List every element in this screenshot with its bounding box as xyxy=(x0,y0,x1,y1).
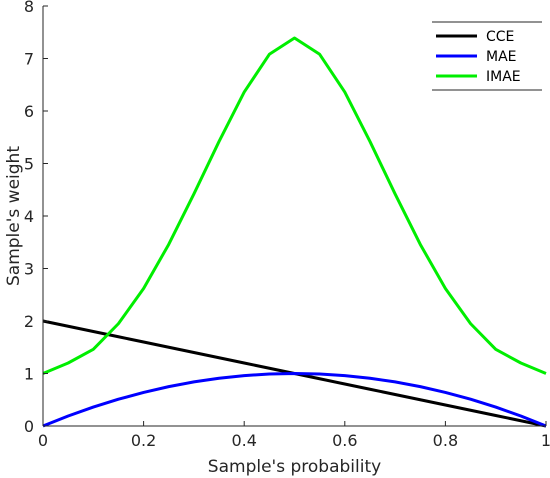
y-tick-label: 4 xyxy=(24,207,34,226)
legend-label-imae: IMAE xyxy=(486,69,521,85)
y-tick-label: 7 xyxy=(24,50,34,69)
plot-area xyxy=(43,6,546,426)
series-line-mae xyxy=(42,372,547,428)
y-tick-label: 2 xyxy=(24,312,34,331)
y-tick-label: 0 xyxy=(24,417,34,436)
legend-label-mae: MAE xyxy=(486,49,517,65)
y-tick-label: 8 xyxy=(24,0,34,16)
y-axis-label: Sample's weight xyxy=(4,146,24,286)
tick-labels: 0 0.2 0.4 0.6 0.8 1 0 1 2 3 4 5 6 7 8 xyxy=(24,0,550,450)
x-tick-label: 0.4 xyxy=(231,431,256,450)
legend: CCE MAE IMAE xyxy=(432,21,542,91)
x-tick-label: 0.2 xyxy=(131,431,156,450)
x-tick-label: 0.6 xyxy=(332,431,357,450)
axes xyxy=(42,5,547,427)
y-tick-label: 5 xyxy=(24,155,34,174)
x-tick-label: 0 xyxy=(38,431,48,450)
y-tick-label: 3 xyxy=(24,260,34,279)
x-axis-label: Sample's probability xyxy=(208,457,381,477)
plot-background xyxy=(43,6,546,426)
x-tick-label: 0.8 xyxy=(433,431,458,450)
series-group xyxy=(42,36,547,428)
series-line-imae xyxy=(42,36,547,375)
y-tick-label: 6 xyxy=(24,102,34,121)
legend-label-cce: CCE xyxy=(486,29,514,45)
y-tick-label: 1 xyxy=(24,365,34,384)
x-tick-label: 1 xyxy=(541,431,550,450)
